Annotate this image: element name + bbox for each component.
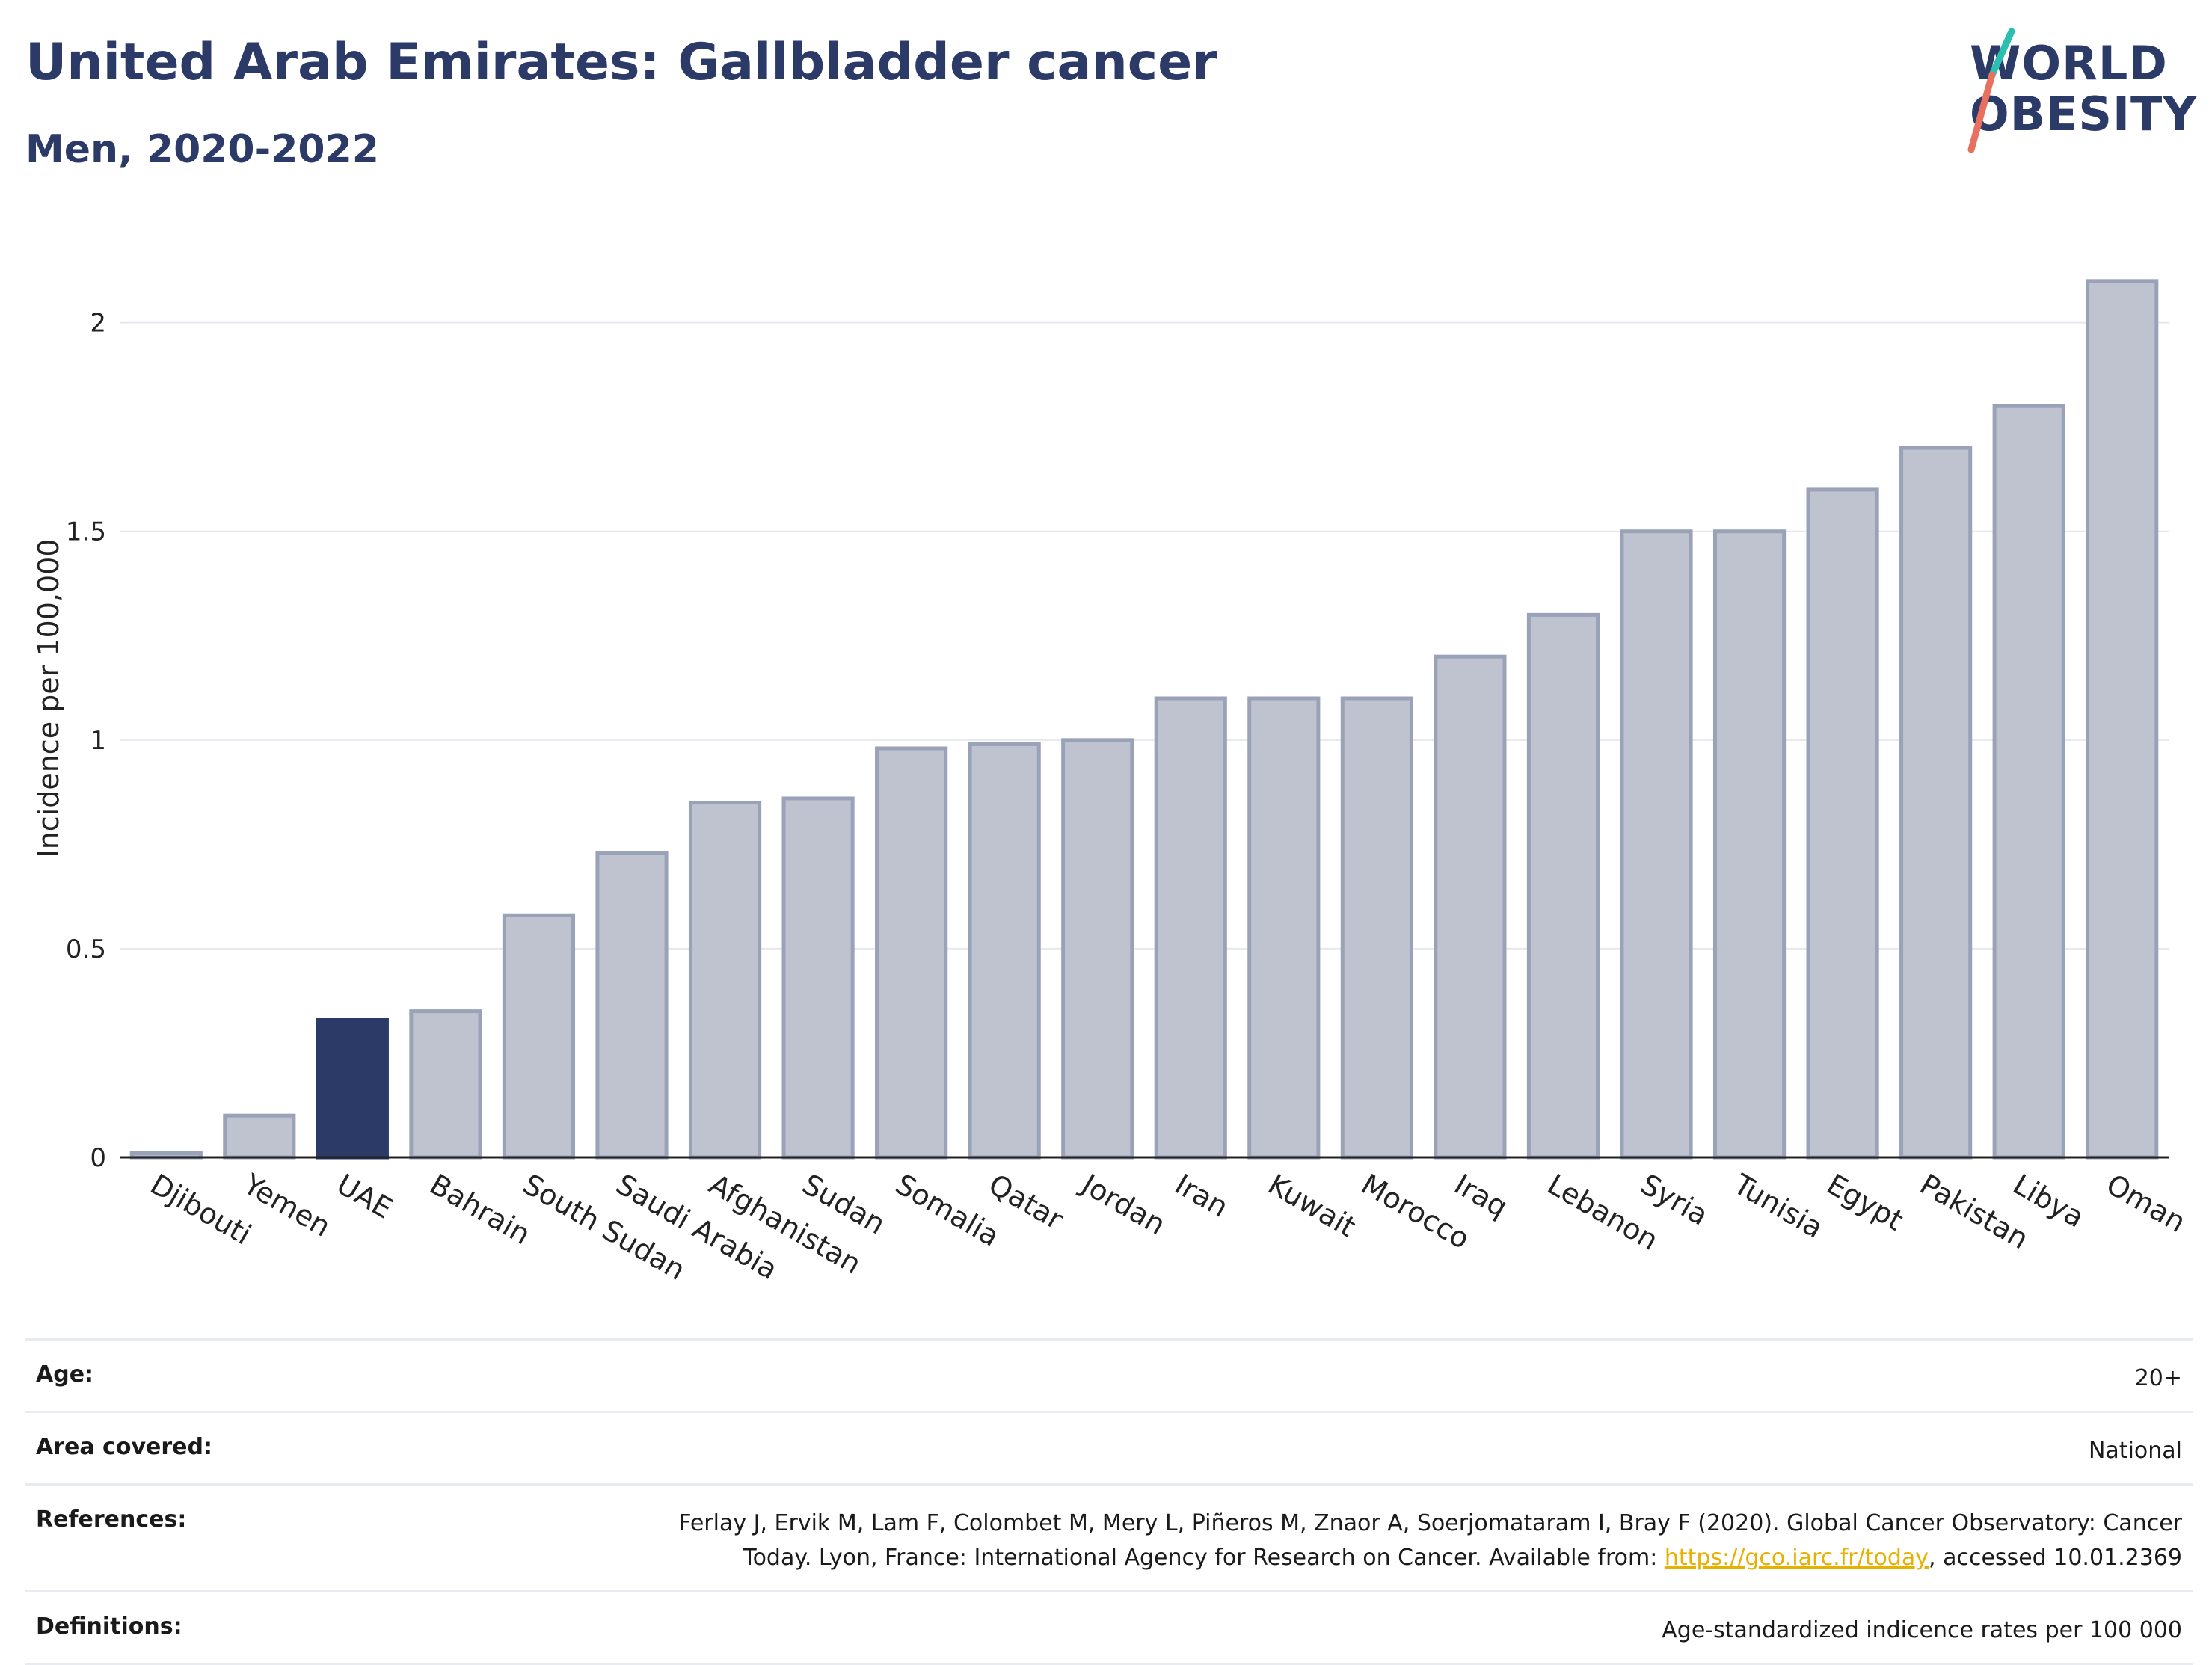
x-tick-label: Iran	[1170, 1168, 1234, 1224]
bar-oman	[2086, 279, 2159, 1160]
world-obesity-logo[interactable]: WORLD OBESITY	[1944, 22, 2199, 157]
footer-value-references: Ferlay J, Ervik M, Lam F, Colombet M, Me…	[678, 1506, 2182, 1575]
bar-tunisia	[1712, 529, 1787, 1160]
bar-iran	[1154, 696, 1227, 1160]
x-tick-label: Kuwait	[1262, 1168, 1361, 1244]
bar-egypt	[1806, 487, 1879, 1160]
bar-morocco	[1340, 696, 1413, 1160]
bar-lebanon	[1526, 612, 1600, 1160]
footer-label-age: Age:	[36, 1361, 94, 1388]
y-axis-ticks: 0 0.5 1 1.5 2	[66, 309, 106, 1173]
y-tick-label: 1.5	[66, 517, 106, 547]
bar-bahrain	[409, 1009, 482, 1160]
x-tick-label: UAE	[331, 1168, 398, 1225]
footer-label-area: Area covered:	[36, 1434, 212, 1460]
bar-qatar	[968, 742, 1041, 1160]
reference-line2-pre: Today. Lyon, France: International Agenc…	[743, 1545, 1665, 1571]
bar-iraq	[1434, 654, 1507, 1160]
logo-line2: OBESITY	[1970, 87, 2198, 141]
y-tick-label: 2	[90, 309, 106, 339]
page-title: United Arab Emirates: Gallbladder cancer	[25, 33, 1217, 92]
bar-libya	[1992, 404, 2065, 1160]
footer-value-age: 20+	[2134, 1365, 2182, 1391]
bar-jordan	[1061, 738, 1134, 1160]
reference-link[interactable]: https://gco.iarc.fr/today	[1664, 1545, 1929, 1571]
x-tick-label: Bahrain	[424, 1168, 535, 1252]
y-tick-label: 1	[90, 726, 106, 756]
x-tick-label: Yemen	[237, 1167, 336, 1243]
x-tick-label: Djibouti	[145, 1168, 257, 1252]
footer-row-definitions: Definitions: Age-standardized indicence …	[25, 1590, 2193, 1665]
bar-uae	[316, 1018, 389, 1160]
footer-row-area: Area covered: National	[25, 1411, 2193, 1483]
x-tick-label: Somalia	[890, 1168, 1005, 1253]
footer-value-definitions: Age-standardized indicence rates per 100…	[1662, 1617, 2182, 1643]
footer-label-references: References:	[36, 1506, 187, 1533]
bar-syria	[1620, 529, 1693, 1160]
bar-south-sudan	[502, 913, 576, 1160]
bar-yemen	[223, 1113, 296, 1160]
x-tick-label: Oman	[2101, 1168, 2191, 1239]
page-subtitle: Men, 2020-2022	[25, 127, 379, 172]
footer-value-area: National	[2088, 1438, 2182, 1464]
bar-somalia	[875, 746, 948, 1160]
bar-saudi-arabia	[595, 851, 669, 1160]
bars	[129, 279, 2159, 1160]
bar-sudan	[781, 796, 855, 1160]
x-tick-label: Jordan	[1075, 1167, 1170, 1242]
x-tick-label: Iraq	[1448, 1168, 1513, 1224]
footer-row-age: Age: 20+	[25, 1338, 2193, 1411]
reference-line1: Ferlay J, Ervik M, Lam F, Colombet M, Me…	[678, 1510, 2182, 1536]
footer-row-references: References: Ferlay J, Ervik M, Lam F, Co…	[25, 1483, 2193, 1590]
y-tick-label: 0.5	[66, 935, 106, 964]
bar-afghanistan	[688, 801, 762, 1160]
footer-label-definitions: Definitions:	[36, 1613, 182, 1640]
bar-kuwait	[1247, 696, 1321, 1160]
y-axis-label: Incidence per 100,000	[32, 538, 65, 858]
y-tick-label: 0	[90, 1143, 106, 1173]
reference-line2-post: , accessed 10.01.2369	[1929, 1545, 2182, 1571]
logo-slash-icon	[1967, 28, 2015, 153]
bar-pakistan	[1899, 446, 1973, 1160]
chart-footer: Age: 20+ Area covered: National Referenc…	[25, 1338, 2193, 1665]
x-tick-label: Tunisia	[1727, 1167, 1828, 1245]
x-tick-label: Egypt	[1822, 1168, 1909, 1237]
